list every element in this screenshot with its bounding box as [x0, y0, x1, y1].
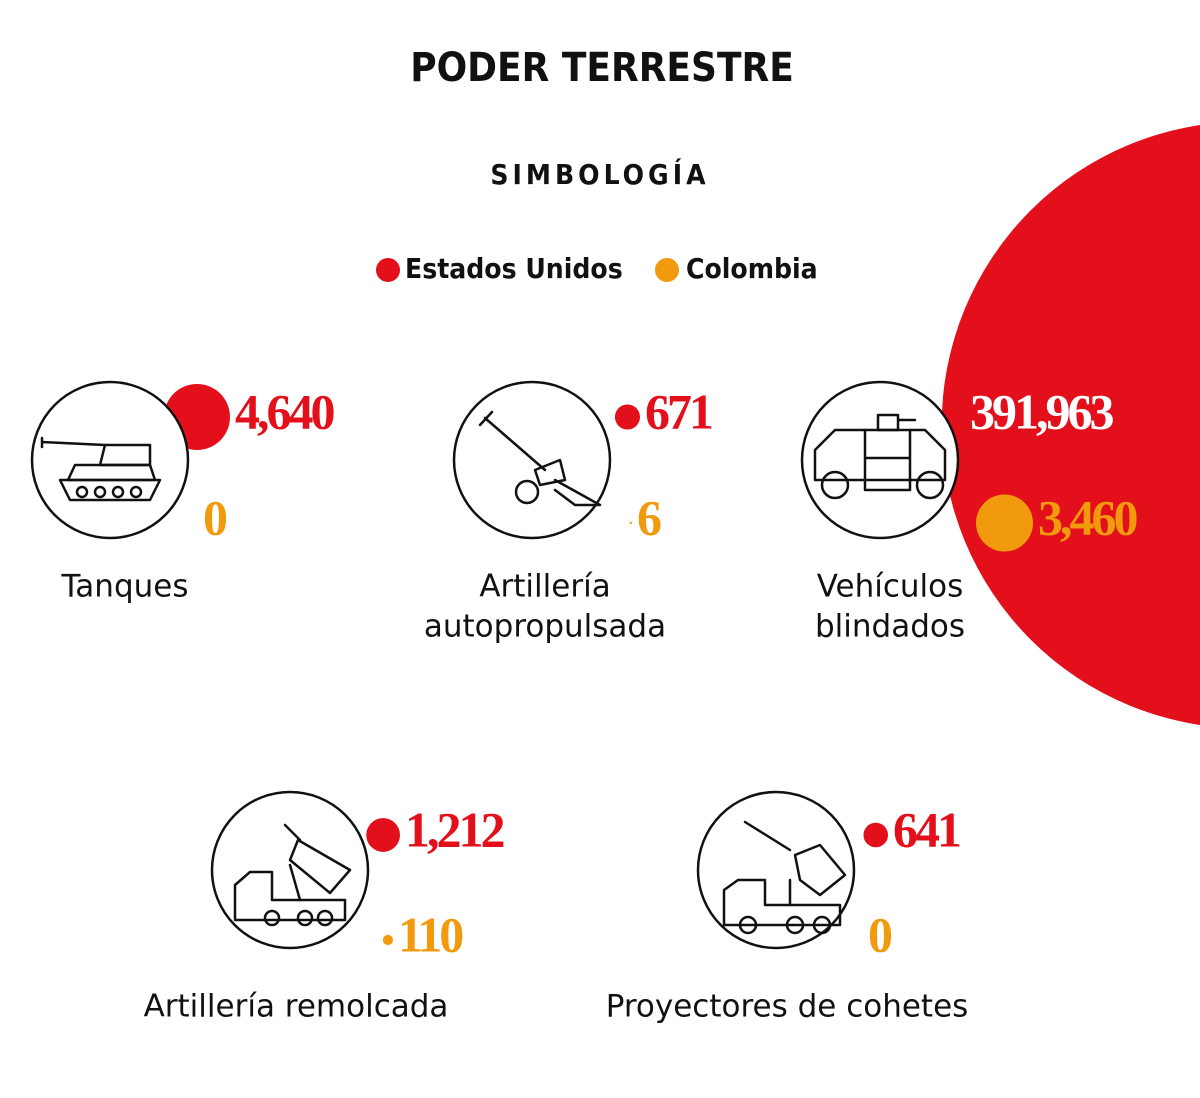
value-label: 0	[203, 489, 227, 545]
icon-ring	[800, 380, 960, 540]
value-label: 641	[893, 801, 960, 857]
bubble	[614, 404, 640, 430]
rocket-truck-icon	[233, 823, 352, 927]
bubble	[629, 521, 633, 525]
icon-ring	[30, 380, 190, 540]
value-label: 6	[637, 489, 661, 545]
legend-swatch	[655, 258, 679, 282]
legend: Estados Unidos Colombia	[376, 252, 818, 285]
category-label: Tanques	[61, 569, 189, 605]
icon-ring	[210, 790, 370, 950]
bubble	[941, 125, 1200, 725]
value-label: 391,963	[970, 383, 1114, 439]
value-label: 671	[645, 383, 712, 439]
bubble	[863, 822, 889, 848]
value-label: 0	[868, 906, 892, 962]
tank-icon	[40, 436, 162, 502]
category-label: blindados	[815, 609, 965, 645]
rocket-launcher-icon	[722, 820, 847, 935]
armored-vehicle-icon	[813, 413, 947, 500]
category-label: Proyectores de cohetes	[606, 989, 969, 1025]
value-label: 4,640	[235, 383, 335, 439]
bubble	[382, 934, 393, 946]
legend-label: Estados Unidos	[405, 252, 623, 285]
category-label: Vehículos	[817, 569, 964, 605]
legend-swatch	[376, 258, 400, 282]
bubble	[366, 818, 400, 852]
bubble	[976, 494, 1033, 552]
legend-label: Colombia	[686, 252, 818, 285]
value-label: 3,460	[1038, 489, 1138, 545]
subtitle: SIMBOLOGÍA	[490, 157, 709, 191]
icon-ring	[696, 790, 856, 950]
value-label: 110	[398, 906, 463, 962]
value-label: 1,212	[405, 801, 504, 857]
category-label: Artillería	[479, 569, 610, 605]
category-label: autopropulsada	[424, 609, 666, 645]
artillery-icon	[478, 410, 602, 507]
title: PODER TERRESTRE	[410, 45, 794, 91]
icons	[30, 380, 960, 950]
category-label: Artillería remolcada	[144, 989, 449, 1025]
